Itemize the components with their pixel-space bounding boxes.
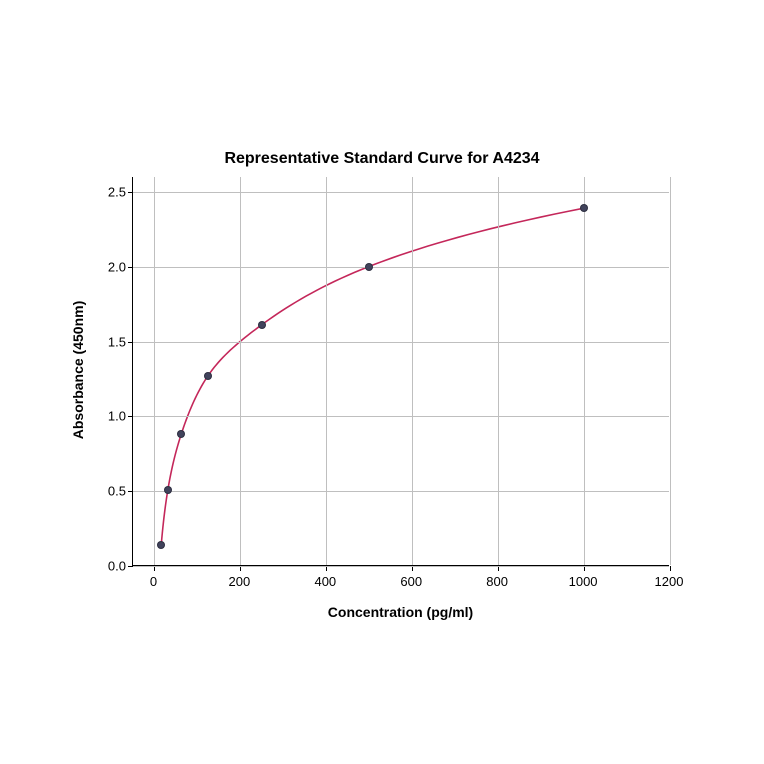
data-point <box>164 486 172 494</box>
y-tick-label: 1.0 <box>98 409 126 424</box>
data-point <box>365 263 373 271</box>
grid-line-vertical <box>670 177 671 565</box>
grid-line-vertical <box>498 177 499 565</box>
grid-line-horizontal <box>133 267 669 268</box>
y-tick-mark <box>128 267 133 268</box>
x-tick-label: 1000 <box>569 574 598 589</box>
chart-title: Representative Standard Curve for A4234 <box>0 150 764 168</box>
data-point <box>258 321 266 329</box>
grid-line-vertical <box>240 177 241 565</box>
x-tick-label: 400 <box>314 574 336 589</box>
y-tick-label: 2.5 <box>98 184 126 199</box>
grid-line-vertical <box>584 177 585 565</box>
x-tick-mark <box>670 566 671 571</box>
x-tick-label: 800 <box>486 574 508 589</box>
y-tick-label: 0.0 <box>98 559 126 574</box>
grid-line-horizontal <box>133 491 669 492</box>
data-point <box>177 430 185 438</box>
grid-line-horizontal <box>133 416 669 417</box>
data-point <box>204 372 212 380</box>
x-tick-label: 600 <box>400 574 422 589</box>
grid-line-horizontal <box>133 342 669 343</box>
y-tick-mark <box>128 342 133 343</box>
y-tick-label: 2.0 <box>98 259 126 274</box>
y-tick-label: 0.5 <box>98 484 126 499</box>
plot-area <box>132 177 669 566</box>
y-tick-mark <box>128 491 133 492</box>
grid-line-horizontal <box>133 192 669 193</box>
y-tick-mark <box>128 566 133 567</box>
fit-curve <box>133 177 669 565</box>
data-point <box>157 541 165 549</box>
grid-line-vertical <box>326 177 327 565</box>
x-tick-label: 200 <box>229 574 251 589</box>
chart-container: Representative Standard Curve for A4234 … <box>0 0 764 764</box>
grid-line-vertical <box>412 177 413 565</box>
curve-path <box>161 208 583 544</box>
x-tick-label: 0 <box>150 574 157 589</box>
data-point <box>580 204 588 212</box>
y-tick-mark <box>128 192 133 193</box>
x-axis-label: Concentration (pg/ml) <box>132 604 669 620</box>
x-tick-label: 1200 <box>655 574 684 589</box>
y-axis-label: Absorbance (450nm) <box>70 270 86 470</box>
grid-line-horizontal <box>133 566 669 567</box>
y-tick-mark <box>128 416 133 417</box>
grid-line-vertical <box>154 177 155 565</box>
y-tick-label: 1.5 <box>98 334 126 349</box>
